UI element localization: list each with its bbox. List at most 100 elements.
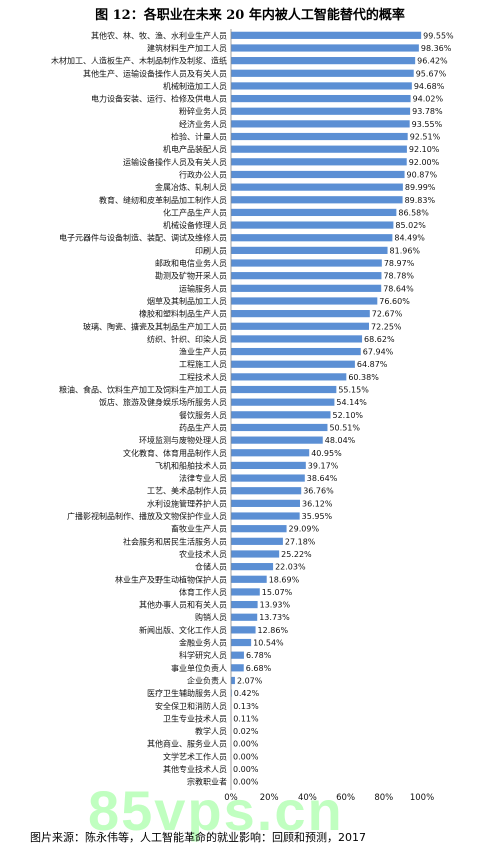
- category-label: 其他专业技术人员: [163, 764, 227, 774]
- category-label: 机电产品装配人员: [163, 144, 227, 154]
- bar: [231, 107, 411, 115]
- category-label: 工程技术人员: [179, 372, 227, 382]
- bar: [231, 31, 422, 39]
- category-label: 金融业务人员: [179, 638, 227, 648]
- category-label: 电力设备安装、运行、检修及供电人员: [91, 94, 227, 104]
- bar: [231, 449, 310, 457]
- category-label: 仓储人员: [195, 562, 227, 572]
- chart-title: 图 12：各职业在未来 20 年内被人工智能替代的概率: [95, 8, 405, 23]
- category-label: 餐饮服务人员: [179, 410, 227, 420]
- category-label: 农业技术人员: [179, 549, 227, 559]
- value-label: 13.73%: [259, 613, 290, 622]
- value-label: 92.51%: [410, 133, 441, 142]
- category-label: 纺织、针织、印染人员: [147, 334, 227, 344]
- category-label: 邮政和电信业务人员: [155, 258, 227, 268]
- bar: [231, 132, 408, 141]
- value-label-background: [422, 30, 455, 40]
- value-label-background: [232, 713, 260, 723]
- x-axis: 0% 20% 40% 60% 80% 100%: [224, 29, 434, 803]
- bar: [231, 82, 412, 90]
- category-label: 金属冶炼、轧制人员: [155, 182, 227, 192]
- bar: [231, 411, 331, 419]
- bar: [231, 158, 407, 166]
- category-label: 勘测及矿物开采人员: [155, 271, 227, 281]
- value-label-background: [347, 372, 380, 382]
- value-label: 0.00%: [233, 778, 259, 787]
- value-label-background: [407, 144, 440, 154]
- bar: [231, 208, 397, 217]
- bar: [231, 575, 267, 583]
- bar: [231, 322, 369, 330]
- value-label: 0.13%: [233, 702, 259, 711]
- category-label: 事业单位负责人: [171, 663, 227, 673]
- category-label: 教育、缝纫和皮革制品加工制作人员: [99, 195, 227, 205]
- value-label: 0.00%: [233, 740, 259, 749]
- value-label-background: [355, 359, 388, 369]
- bar: [231, 613, 258, 621]
- value-label: 15.07%: [262, 588, 293, 597]
- value-label-background: [232, 701, 260, 711]
- value-label: 2.07%: [237, 676, 263, 685]
- category-label: 运输服务人员: [179, 283, 227, 293]
- value-label: 72.67%: [372, 310, 403, 319]
- category-label: 电子元器件与设备制造、装配、调试及维修人员: [59, 233, 227, 243]
- bar: [231, 44, 419, 52]
- bar: [231, 385, 337, 394]
- value-label: 94.68%: [414, 82, 445, 91]
- category-label: 渔业生产人员: [179, 347, 227, 357]
- value-label-background: [337, 385, 370, 395]
- category-label: 工艺、美术品制作人员: [147, 486, 227, 496]
- bar: [231, 626, 256, 634]
- value-label-background: [256, 625, 289, 635]
- bar: [231, 120, 410, 128]
- category-label: 社会服务和居民生活服务人员: [123, 536, 227, 546]
- value-label: 6.78%: [246, 651, 272, 660]
- bar: [231, 664, 244, 672]
- bar: [231, 563, 274, 571]
- bar: [231, 297, 378, 305]
- category-label: 化工产品生产人员: [163, 207, 227, 217]
- category-label: 广播影视制品制作、播放及文物保护作业人员: [67, 511, 227, 521]
- value-label: 0.00%: [233, 765, 259, 774]
- value-label-background: [232, 688, 260, 698]
- category-label: 机械设备修理人员: [163, 220, 227, 230]
- watermark: 85vps.cn: [88, 779, 344, 842]
- category-label: 文学艺术工作人员: [163, 751, 227, 761]
- category-label: 烟草及其制品加工人员: [147, 296, 227, 306]
- value-label-background: [361, 347, 394, 357]
- category-label: 畜牧业生产人员: [171, 524, 227, 534]
- category-label: 宗教职业者: [187, 777, 227, 787]
- value-label-background: [388, 245, 421, 255]
- value-label-background: [302, 486, 335, 496]
- value-label-background: [405, 169, 438, 179]
- value-label: 0.02%: [233, 727, 259, 736]
- category-label: 文化教育、体育用品制作人员: [123, 448, 227, 458]
- value-label: 68.62%: [364, 335, 395, 344]
- value-label-background: [331, 410, 364, 420]
- value-label: 93.78%: [412, 107, 443, 116]
- bar: [231, 676, 235, 685]
- bar: [231, 335, 363, 343]
- bar: [231, 145, 407, 153]
- value-label-background: [306, 460, 339, 470]
- value-label: 99.55%: [423, 31, 454, 40]
- bar: [231, 436, 323, 444]
- bar: [231, 398, 335, 406]
- x-tick-label: 60%: [336, 793, 355, 803]
- value-label-background: [393, 233, 426, 243]
- bar: [231, 183, 403, 191]
- value-label-background: [232, 764, 259, 774]
- value-label-background: [403, 195, 436, 205]
- value-label: 50.51%: [329, 423, 360, 432]
- bar: [231, 638, 252, 647]
- value-label: 76.60%: [379, 297, 410, 306]
- value-label: 36.12%: [302, 499, 333, 508]
- value-label-background: [287, 524, 320, 534]
- bar: [231, 69, 414, 77]
- value-label-background: [394, 220, 427, 230]
- category-label: 行政办公人员: [179, 169, 227, 179]
- category-label: 粮油、食品、饮料生产加工及饲料生产加工人员: [59, 385, 227, 395]
- value-label: 78.64%: [383, 284, 414, 293]
- value-label-background: [382, 283, 415, 293]
- value-label: 78.78%: [383, 272, 414, 281]
